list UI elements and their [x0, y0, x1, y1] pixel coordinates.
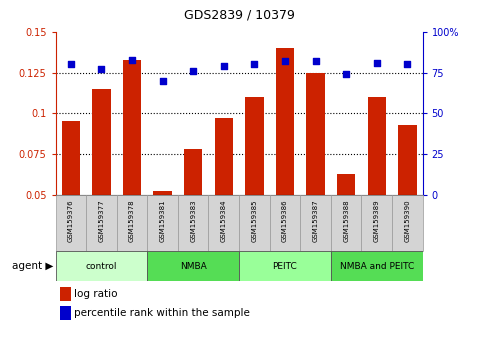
Bar	[361, 195, 392, 251]
Bar	[62, 121, 80, 195]
Text: NMBA: NMBA	[180, 262, 207, 271]
Bar	[123, 59, 141, 195]
Bar	[306, 73, 325, 195]
Point	[281, 58, 289, 64]
Text: GSM159384: GSM159384	[221, 199, 227, 242]
Bar	[245, 97, 264, 195]
Bar	[117, 195, 147, 251]
Bar	[209, 195, 239, 251]
Text: GSM159387: GSM159387	[313, 199, 319, 242]
Bar	[239, 251, 331, 281]
Bar	[56, 251, 147, 281]
Bar	[270, 195, 300, 251]
Bar	[147, 251, 239, 281]
Bar	[147, 195, 178, 251]
Bar	[184, 149, 202, 195]
Bar	[86, 195, 117, 251]
Text: GSM159389: GSM159389	[374, 199, 380, 242]
Text: log ratio: log ratio	[74, 289, 117, 299]
Bar	[331, 251, 423, 281]
Text: PEITC: PEITC	[272, 262, 298, 271]
Bar	[368, 97, 386, 195]
Text: GSM159377: GSM159377	[99, 199, 104, 242]
Point	[342, 72, 350, 77]
Point	[67, 62, 75, 67]
Text: GSM159376: GSM159376	[68, 199, 74, 242]
Point	[220, 63, 227, 69]
Bar	[276, 48, 294, 195]
Text: GSM159385: GSM159385	[251, 199, 257, 242]
Point	[98, 67, 105, 72]
Bar	[398, 125, 416, 195]
Bar	[154, 192, 172, 195]
Bar	[56, 195, 86, 251]
Bar	[214, 118, 233, 195]
Text: GDS2839 / 10379: GDS2839 / 10379	[184, 8, 295, 21]
Point	[189, 68, 197, 74]
Point	[251, 62, 258, 67]
Text: GSM159381: GSM159381	[159, 199, 166, 242]
Bar	[92, 89, 111, 195]
Point	[159, 78, 167, 84]
Point	[373, 60, 381, 65]
Text: agent ▶: agent ▶	[12, 261, 53, 272]
Text: GSM159390: GSM159390	[404, 199, 411, 242]
Text: GSM159378: GSM159378	[129, 199, 135, 242]
Text: GSM159383: GSM159383	[190, 199, 196, 242]
Bar	[337, 173, 355, 195]
Point	[312, 58, 319, 64]
Bar	[178, 195, 209, 251]
Text: percentile rank within the sample: percentile rank within the sample	[74, 308, 250, 318]
Bar	[392, 195, 423, 251]
Bar	[300, 195, 331, 251]
Bar	[239, 195, 270, 251]
Text: GSM159388: GSM159388	[343, 199, 349, 242]
Bar	[331, 195, 361, 251]
Point	[403, 62, 411, 67]
Text: NMBA and PEITC: NMBA and PEITC	[340, 262, 414, 271]
Text: GSM159386: GSM159386	[282, 199, 288, 242]
Point	[128, 57, 136, 62]
Text: control: control	[85, 262, 117, 271]
